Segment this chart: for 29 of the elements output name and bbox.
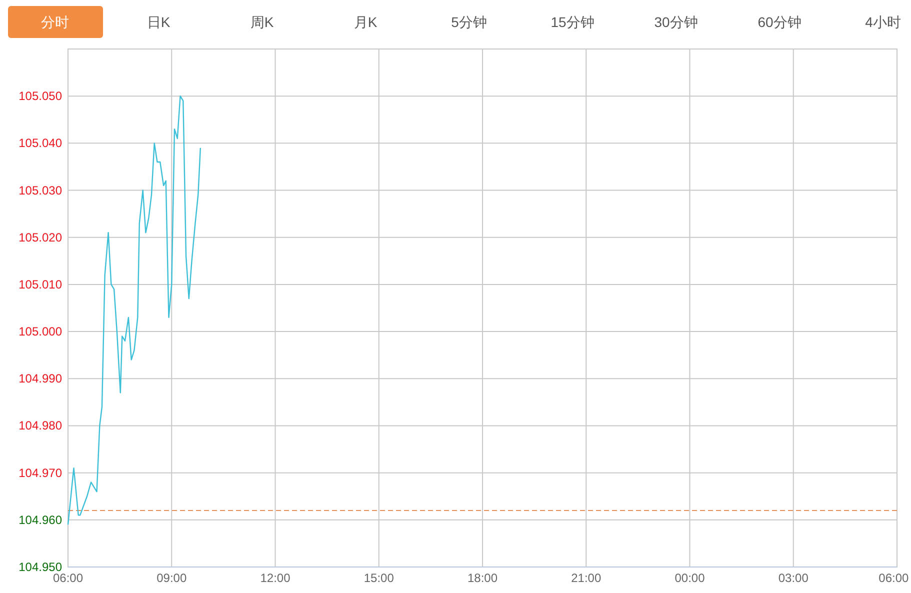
text: 30分钟: [654, 14, 698, 30]
x-tick-label: 21:00: [571, 571, 602, 585]
y-tick-label: 104.990: [18, 372, 62, 386]
y-tick-label: 105.000: [18, 324, 62, 339]
text: 月K: [354, 14, 378, 30]
text: 5分钟: [451, 14, 487, 30]
text: 周K: [250, 14, 274, 30]
y-tick-label: 105.040: [18, 136, 62, 150]
x-tick-label: 15:00: [364, 571, 394, 585]
y-tick-label: 105.030: [18, 183, 62, 198]
x-tick-label: 03:00: [778, 571, 809, 585]
x-tick-label: 06:00: [52, 571, 84, 585]
x-tick-label: 00:00: [674, 571, 706, 585]
y-tick-label: 104.950: [18, 560, 62, 574]
text: 日K: [146, 14, 171, 30]
x-tick-label: 09:00: [156, 571, 187, 585]
y-tick-label: 105.010: [18, 277, 62, 292]
y-tick-label: 105.020: [18, 230, 62, 244]
x-tick-label: 06:00: [878, 571, 909, 585]
x-tick-label: 18:00: [467, 571, 498, 585]
x-tick-label: 12:00: [260, 571, 291, 585]
y-tick-label: 104.960: [18, 512, 62, 527]
y-tick-label: 104.970: [18, 466, 62, 480]
text: 分时: [41, 14, 69, 30]
y-tick-label: 105.050: [18, 89, 62, 104]
text: 4小时: [865, 14, 901, 30]
text: 15分钟: [550, 14, 594, 30]
text: 60分钟: [758, 14, 802, 30]
y-tick-label: 104.980: [18, 418, 62, 433]
